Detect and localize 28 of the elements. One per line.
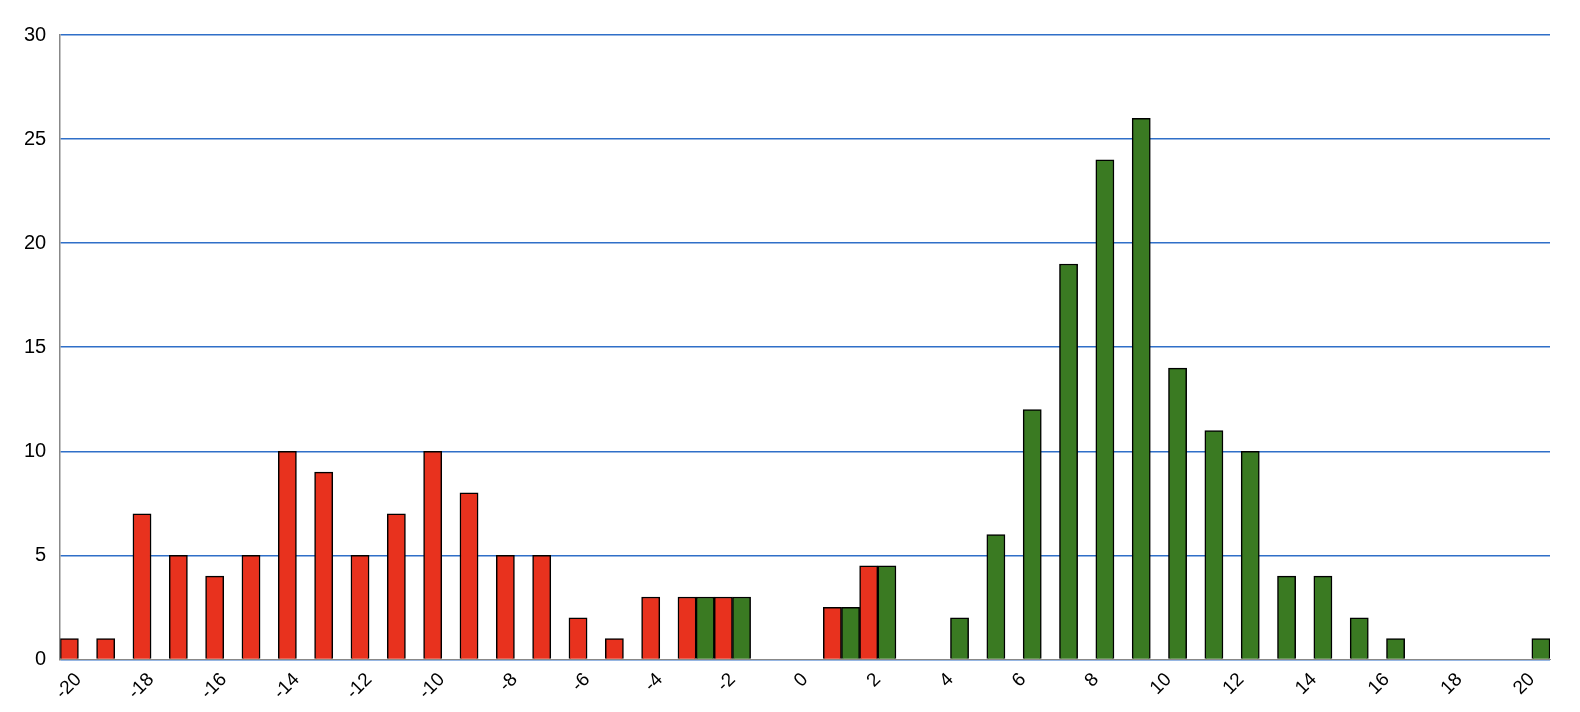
- y-tick-label: 20: [24, 230, 47, 253]
- x-tick-label: 4: [934, 667, 958, 691]
- x-tick-label: 0: [789, 668, 812, 691]
- x-tick-label: -2: [712, 668, 739, 696]
- x-tick-label: -4: [639, 667, 667, 696]
- y-tick-label: 10: [24, 438, 47, 461]
- x-tick-label: 2: [861, 668, 885, 691]
- x-tick-label: 8: [1080, 668, 1103, 691]
- x-tick-label: 12: [1217, 668, 1248, 698]
- x-tick-label: -16: [196, 668, 231, 703]
- y-tick-label: 25: [24, 126, 47, 149]
- x-tick-label: -14: [268, 667, 304, 703]
- x-tick-label: 18: [1435, 668, 1466, 698]
- x-tick-label: -12: [341, 668, 376, 703]
- x-tick-label: 10: [1145, 668, 1176, 698]
- x-tick-label: 14: [1290, 667, 1321, 698]
- y-tick-label: 0: [35, 646, 47, 669]
- x-tick-label: 6: [1007, 668, 1030, 691]
- x-tick-label: 16: [1363, 668, 1394, 698]
- y-tick-label: 15: [24, 334, 47, 357]
- y-tick-label: 30: [24, 22, 47, 45]
- x-tick-label: -18: [123, 668, 158, 703]
- x-tick-label: -20: [50, 668, 85, 703]
- x-tick-label: -10: [414, 668, 449, 703]
- y-tick-label: 5: [35, 542, 47, 565]
- x-tick-label: -6: [566, 668, 594, 696]
- x-tick-label: 20: [1508, 668, 1539, 698]
- x-tick-label: -8: [494, 668, 521, 696]
